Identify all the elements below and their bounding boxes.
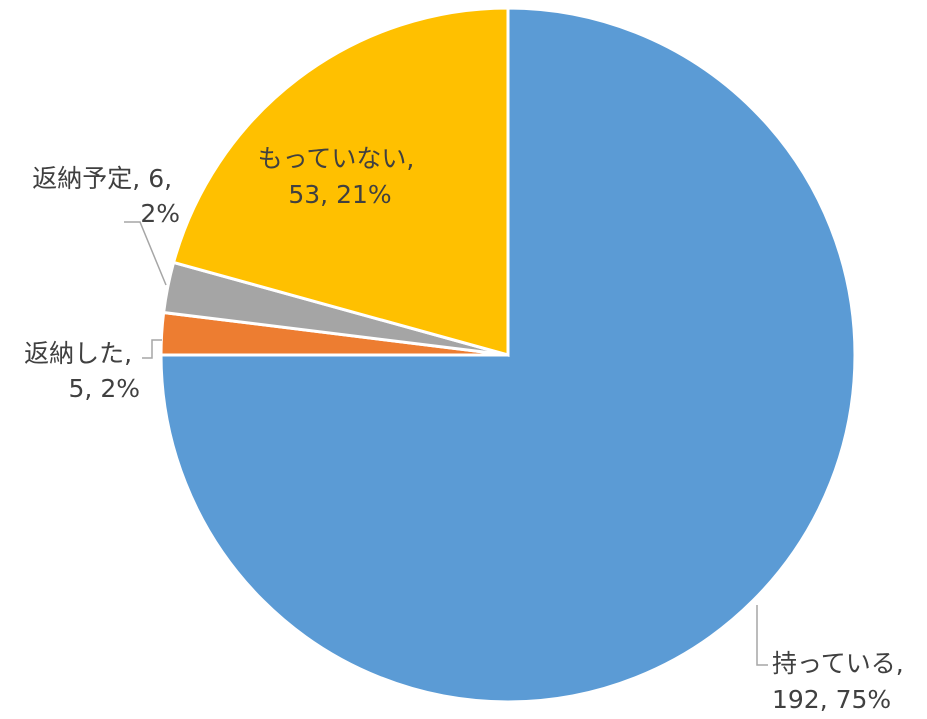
label-line: 返納予定, 6, [32,164,180,193]
label-name: 返納予定 [32,164,132,193]
data-label: 返納した, 5, 2% [24,339,140,403]
label-percent: 2% [140,199,180,228]
label-line: もっていない, [258,144,423,173]
label-separator: , [164,164,180,193]
label-line: 持っている, [772,649,912,678]
label-separator: , [320,180,336,209]
label-value: 192 [772,685,820,714]
pie-slice [171,6,510,357]
label-line: 5, 2% [69,374,140,403]
data-label: 返納予定, 6, 2% [32,164,180,228]
label-value: 5 [69,374,85,403]
leader-line [142,339,162,359]
label-name: もっていない [258,144,407,173]
label-line: 返納した, [24,339,140,368]
label-line: 53, 21% [288,180,391,209]
data-label: もっていない, 53, 21% [258,144,423,209]
leader-line [756,605,768,666]
label-line: 2% [140,199,180,228]
label-percent: 75% [836,685,892,714]
pie-slice [159,6,857,704]
label-separator: , [406,144,422,173]
label-value: 6 [148,164,164,193]
label-separator: , [84,374,100,403]
label-percent: 2% [100,374,140,403]
label-separator: , [896,649,912,678]
label-line: 192, 75% [772,685,891,714]
label-separator: , [132,164,148,193]
data-label: 持っている, 192, 75% [772,649,912,714]
leader-line [124,221,167,286]
label-separator: , [820,685,836,714]
label-name: 持っている [772,649,896,678]
label-name: 返納した [24,339,124,368]
label-percent: 21% [336,180,392,209]
label-value: 53 [288,180,320,209]
label-separator: , [124,339,140,368]
